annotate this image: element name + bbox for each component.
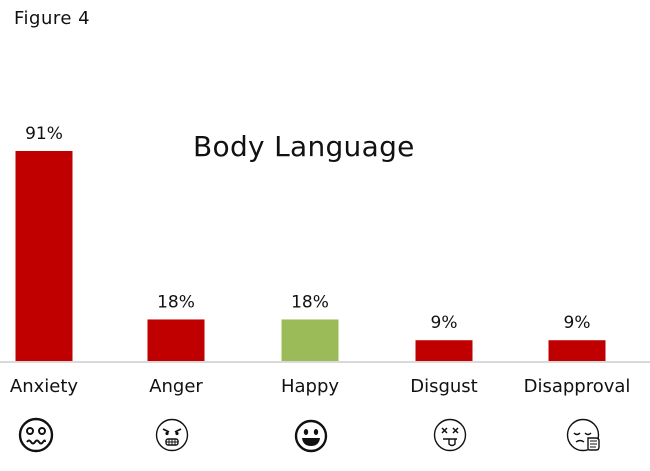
- category-label: Anxiety: [10, 376, 79, 397]
- bar-happy: [281, 319, 339, 361]
- value-label: 9%: [431, 313, 458, 333]
- angry-face-icon: [155, 418, 189, 452]
- category-label: Anger: [149, 376, 203, 397]
- value-label: 18%: [291, 292, 329, 312]
- category-label: Disapproval: [524, 376, 631, 397]
- bars-group: [15, 151, 606, 361]
- figure-label: Figure 4: [14, 8, 91, 29]
- chart-title: Body Language: [193, 130, 415, 163]
- bar-anger: [147, 319, 205, 361]
- bar-disgust: [415, 340, 473, 361]
- bar-disapproval: [548, 340, 606, 361]
- value-label: 91%: [25, 124, 63, 144]
- grinning-face-icon: [294, 419, 328, 453]
- value-label: 9%: [564, 313, 591, 333]
- labels-group: 91% Anxiety 18% Anger 18% Happy 9% Disgust 9% Dis…: [10, 124, 631, 397]
- bar-anxiety: [15, 151, 73, 361]
- category-label: Disgust: [410, 376, 478, 397]
- category-label: Happy: [281, 376, 339, 397]
- dizzy-face-icon: [433, 418, 467, 452]
- disapproving-face-icon: [566, 418, 600, 452]
- anxious-face-icon: [18, 417, 54, 453]
- value-label: 18%: [157, 292, 195, 312]
